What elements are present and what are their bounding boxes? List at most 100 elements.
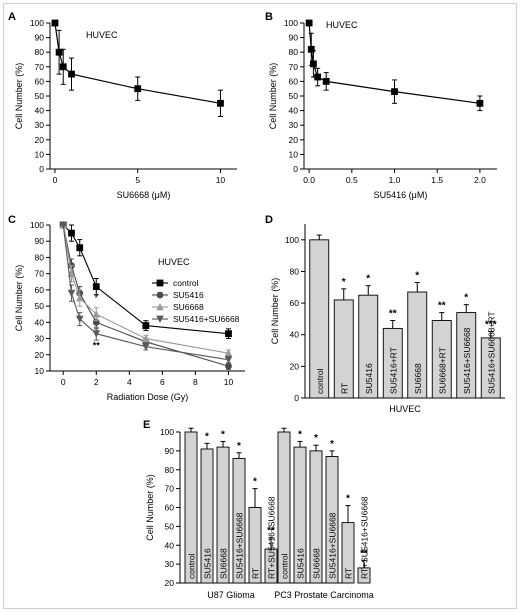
y-tick-label: 80 xyxy=(35,47,45,57)
x-tick-label: 6 xyxy=(160,377,165,387)
significance-marker: * xyxy=(205,431,209,442)
category-label: control xyxy=(315,368,325,394)
data-point-control xyxy=(92,283,100,291)
data-point-SU5416+SU6668 xyxy=(59,221,68,229)
x-tick-label: 5 xyxy=(135,175,140,185)
data-point xyxy=(322,78,330,85)
panel-label: E xyxy=(143,419,150,431)
y-tick-label: 100 xyxy=(30,220,44,230)
category-label: SU6668 xyxy=(413,363,423,394)
category-label: SU6668 xyxy=(312,548,322,579)
legend-label: SU6668 xyxy=(173,302,204,312)
data-point xyxy=(217,99,224,107)
legend-marker xyxy=(156,315,164,323)
significance-marker: ** xyxy=(389,308,397,319)
data-point xyxy=(134,85,142,93)
y-tick-label: 20 xyxy=(35,350,45,360)
data-point-SU6668 xyxy=(92,310,101,318)
y-tick-label: 100 xyxy=(160,427,174,437)
y-tick-label: 20 xyxy=(165,578,175,588)
x-tick-label: 0.5 xyxy=(346,175,358,185)
x-tick-label: 0 xyxy=(53,175,58,185)
data-point-control xyxy=(76,244,84,252)
category-label: SU5416 xyxy=(203,548,213,579)
category-label: RT xyxy=(251,568,261,579)
data-point-SU6668 xyxy=(75,294,84,302)
y-tick-label: 0 xyxy=(39,164,44,174)
y-tick-label: 10 xyxy=(35,366,45,376)
y-tick-label: 90 xyxy=(35,33,45,43)
group-label: PC3 Prostate Carcinoma xyxy=(274,590,374,600)
data-point xyxy=(314,73,322,81)
significance-marker: * xyxy=(330,439,334,450)
y-tick-label: 100 xyxy=(30,18,44,28)
panel-annotation: HUVEC xyxy=(158,257,190,267)
significance-marker: * xyxy=(464,293,468,304)
series-line-SU5416+SU6668 xyxy=(62,224,229,361)
category-label: SU6668+RT xyxy=(437,347,447,394)
category-label: SU5416 xyxy=(296,548,306,579)
significance-marker: * xyxy=(253,477,257,488)
panel-label: C xyxy=(8,214,16,226)
y-axis-label: Cell Number (%) xyxy=(268,63,278,130)
y-tick-label: 70 xyxy=(35,62,45,72)
y-tick-label: 50 xyxy=(289,91,299,101)
panel-annotation: HUVEC xyxy=(326,20,358,30)
legend-label: control xyxy=(173,278,199,288)
data-point xyxy=(68,70,75,78)
category-label: RT+SU5416+SU6668 xyxy=(267,496,277,579)
data-point xyxy=(305,19,313,27)
y-tick-label: 60 xyxy=(165,503,175,513)
y-tick-label: 80 xyxy=(290,266,300,276)
data-point-SU6668 xyxy=(142,334,150,342)
significance-marker: ** xyxy=(438,301,446,312)
category-label: SU5416+RT xyxy=(388,347,398,394)
x-tick-label: 8 xyxy=(193,377,198,387)
y-tick-label: 0 xyxy=(294,393,299,403)
panel-annotation: HUVEC xyxy=(86,30,118,40)
category-label: control xyxy=(187,553,197,579)
y-tick-label: 40 xyxy=(35,106,45,116)
data-point-SU5416+SU6668 xyxy=(224,356,233,364)
y-tick-label: 30 xyxy=(35,120,45,130)
x-tick-label: 10 xyxy=(224,377,234,387)
legend-marker xyxy=(156,279,164,287)
data-line xyxy=(54,22,221,104)
x-tick-label: 10 xyxy=(216,175,226,185)
y-tick-label: 70 xyxy=(165,484,175,494)
y-tick-label: 90 xyxy=(289,33,299,43)
x-tick-label: 4 xyxy=(127,377,132,387)
x-axis-label: SU5416 (μM) xyxy=(374,190,428,200)
significance-marker: * xyxy=(342,277,346,288)
category-label: RT xyxy=(339,383,349,394)
legend-marker xyxy=(156,291,164,299)
data-point-SU5416+SU6668 xyxy=(92,330,101,338)
y-tick-label: 60 xyxy=(35,76,45,86)
y-axis-label: Cell Number (%) xyxy=(145,474,155,541)
panel-label: B xyxy=(265,11,273,23)
panel-label: D xyxy=(265,214,273,226)
category-label: SU5416 xyxy=(364,363,374,394)
significance-marker: * xyxy=(237,441,241,452)
x-axis-label: Radiation Dose (Gy) xyxy=(107,392,189,402)
y-tick-label: 70 xyxy=(289,62,299,72)
y-tick-label: 30 xyxy=(165,559,175,569)
data-point-SU5416+SU6668 xyxy=(142,343,150,351)
data-point xyxy=(59,63,67,71)
data-point xyxy=(309,60,317,68)
data-point-control xyxy=(225,330,232,338)
data-point-SU5416+SU6668 xyxy=(75,315,84,324)
y-tick-label: 60 xyxy=(289,76,299,86)
y-tick-label: 90 xyxy=(35,236,45,246)
data-point-control xyxy=(68,229,75,237)
x-tick-label: 1.0 xyxy=(389,175,401,185)
y-axis-label: Cell Number (%) xyxy=(14,265,24,332)
category-label: control xyxy=(280,553,290,579)
significance-marker: * xyxy=(415,271,419,282)
data-point-control xyxy=(142,322,150,329)
group-label: U87 Glioma xyxy=(207,590,255,600)
y-tick-label: 40 xyxy=(35,317,45,327)
legend-label: SU5416 xyxy=(173,290,204,300)
data-point-SU6668 xyxy=(224,349,233,357)
